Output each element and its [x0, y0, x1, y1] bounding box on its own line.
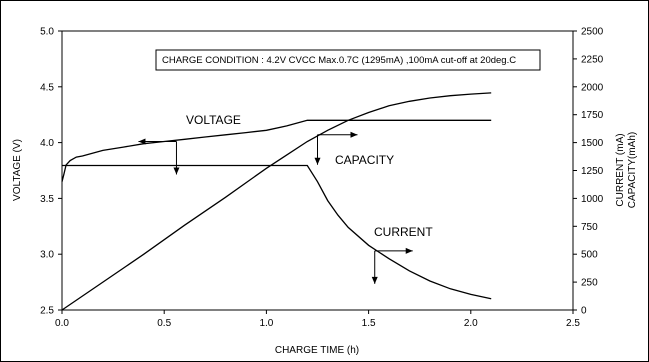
capacity-pointer-drop-arrowhead [314, 157, 321, 165]
annotation-capacity: CAPACITY [335, 153, 394, 167]
condition-box [155, 49, 541, 71]
y2-tick-label: 1500 [581, 138, 604, 149]
y-axis-label: VOLTAGE (V) [12, 139, 23, 201]
x-tick-label: 1.5 [362, 318, 376, 329]
y-tick-label: 4.0 [40, 138, 54, 149]
x-axis-label: CHARGE TIME (h) [275, 345, 359, 356]
y2-tick-label: 250 [581, 278, 598, 289]
y2-tick-label: 500 [581, 250, 598, 261]
x-tick-label: 2.5 [566, 318, 580, 329]
y2-tick-label: 750 [581, 222, 598, 233]
y2-tick-label: 1750 [581, 110, 604, 121]
x-tick-label: 2.0 [464, 318, 478, 329]
x-tick-label: 1.0 [259, 318, 273, 329]
y-tick-label: 5.0 [40, 27, 54, 38]
y2-axis-label-line2: CAPACITY(mAh) [627, 132, 638, 209]
y-tick-label: 2.5 [40, 306, 54, 317]
current-pointer-arm-arrowhead [405, 247, 413, 254]
annotation-current: CURRENT [374, 225, 433, 239]
voltage-pointer-arm-arrowhead [138, 138, 146, 145]
voltage-pointer-drop-arrowhead [173, 167, 180, 175]
series-layer [61, 92, 492, 311]
y2-tick-label: 2250 [581, 54, 604, 65]
series-line-current [62, 164, 492, 300]
annotation-voltage: VOLTAGE [186, 113, 241, 127]
y-tick-label: 3.5 [40, 194, 54, 205]
y2-tick-label: 1250 [581, 166, 604, 177]
plot-area [61, 30, 574, 311]
current-pointer-drop-arrowhead [371, 276, 378, 284]
y2-tick-label: 2000 [581, 82, 604, 93]
y2-tick-label: 1000 [581, 194, 604, 205]
y2-axis-label-line1: CURRENT (mA) [615, 133, 626, 206]
series-line-voltage [61, 119, 492, 182]
y-tick-label: 3.0 [40, 250, 54, 261]
y2-tick-label: 2500 [581, 27, 604, 38]
condition-text: CHARGE CONDITION : 4.2V CVCC Max.0.7C (1… [162, 55, 516, 66]
x-tick-label: 0.5 [157, 318, 171, 329]
x-tick-label: 0.0 [55, 318, 69, 329]
series-line-capacity [61, 92, 492, 311]
capacity-pointer-arm-arrowhead [350, 131, 358, 138]
ticks-layer: 0.0 0.5 1.0 1.5 2.0 2.5 2.5 3.0 3.5 4.0 4.5 5.0 0 250… [40, 27, 604, 330]
y2-tick-label: 0 [581, 306, 587, 317]
y-tick-label: 4.5 [40, 82, 54, 93]
arrows-layer [138, 131, 413, 284]
